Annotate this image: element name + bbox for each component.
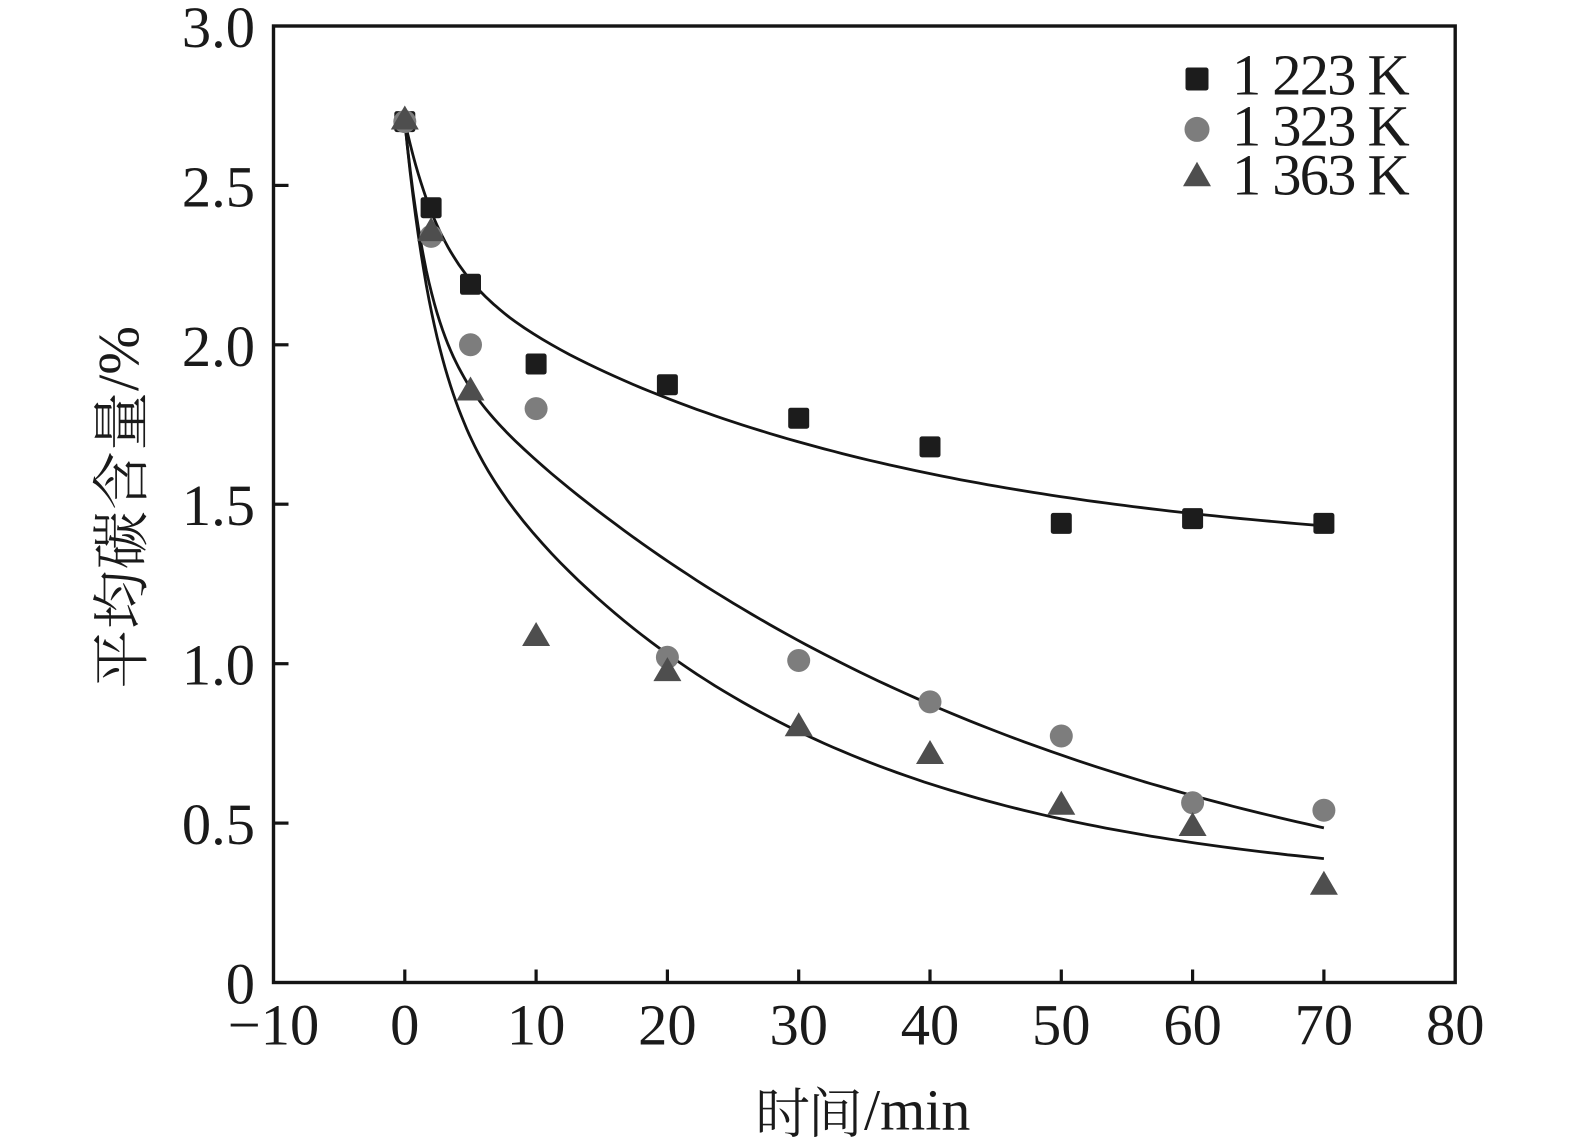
svg-text:30: 30	[769, 993, 828, 1058]
svg-text:0.5: 0.5	[182, 792, 255, 857]
svg-text:40: 40	[901, 993, 960, 1058]
svg-text:1 323 K: 1 323 K	[1232, 93, 1409, 158]
svg-text:1.5: 1.5	[182, 473, 255, 538]
svg-text:0: 0	[390, 993, 419, 1058]
svg-text:10: 10	[507, 993, 566, 1058]
svg-text:50: 50	[1032, 993, 1091, 1058]
svg-text:70: 70	[1295, 993, 1354, 1058]
svg-text:/%: /%	[86, 326, 151, 391]
svg-text:3.0: 3.0	[182, 0, 255, 60]
svg-text:2.0: 2.0	[182, 314, 255, 379]
svg-text:2.5: 2.5	[182, 154, 255, 219]
svg-text:1 363 K: 1 363 K	[1232, 143, 1409, 208]
svg-text:−10: −10	[228, 993, 320, 1058]
svg-text:80: 80	[1426, 993, 1485, 1058]
svg-text:60: 60	[1163, 993, 1222, 1058]
svg-text:20: 20	[638, 993, 697, 1058]
svg-text:1.0: 1.0	[182, 633, 255, 698]
svg-text:0: 0	[226, 952, 255, 1017]
svg-text:/min: /min	[864, 1078, 970, 1143]
svg-text:1 223 K: 1 223 K	[1232, 43, 1409, 108]
